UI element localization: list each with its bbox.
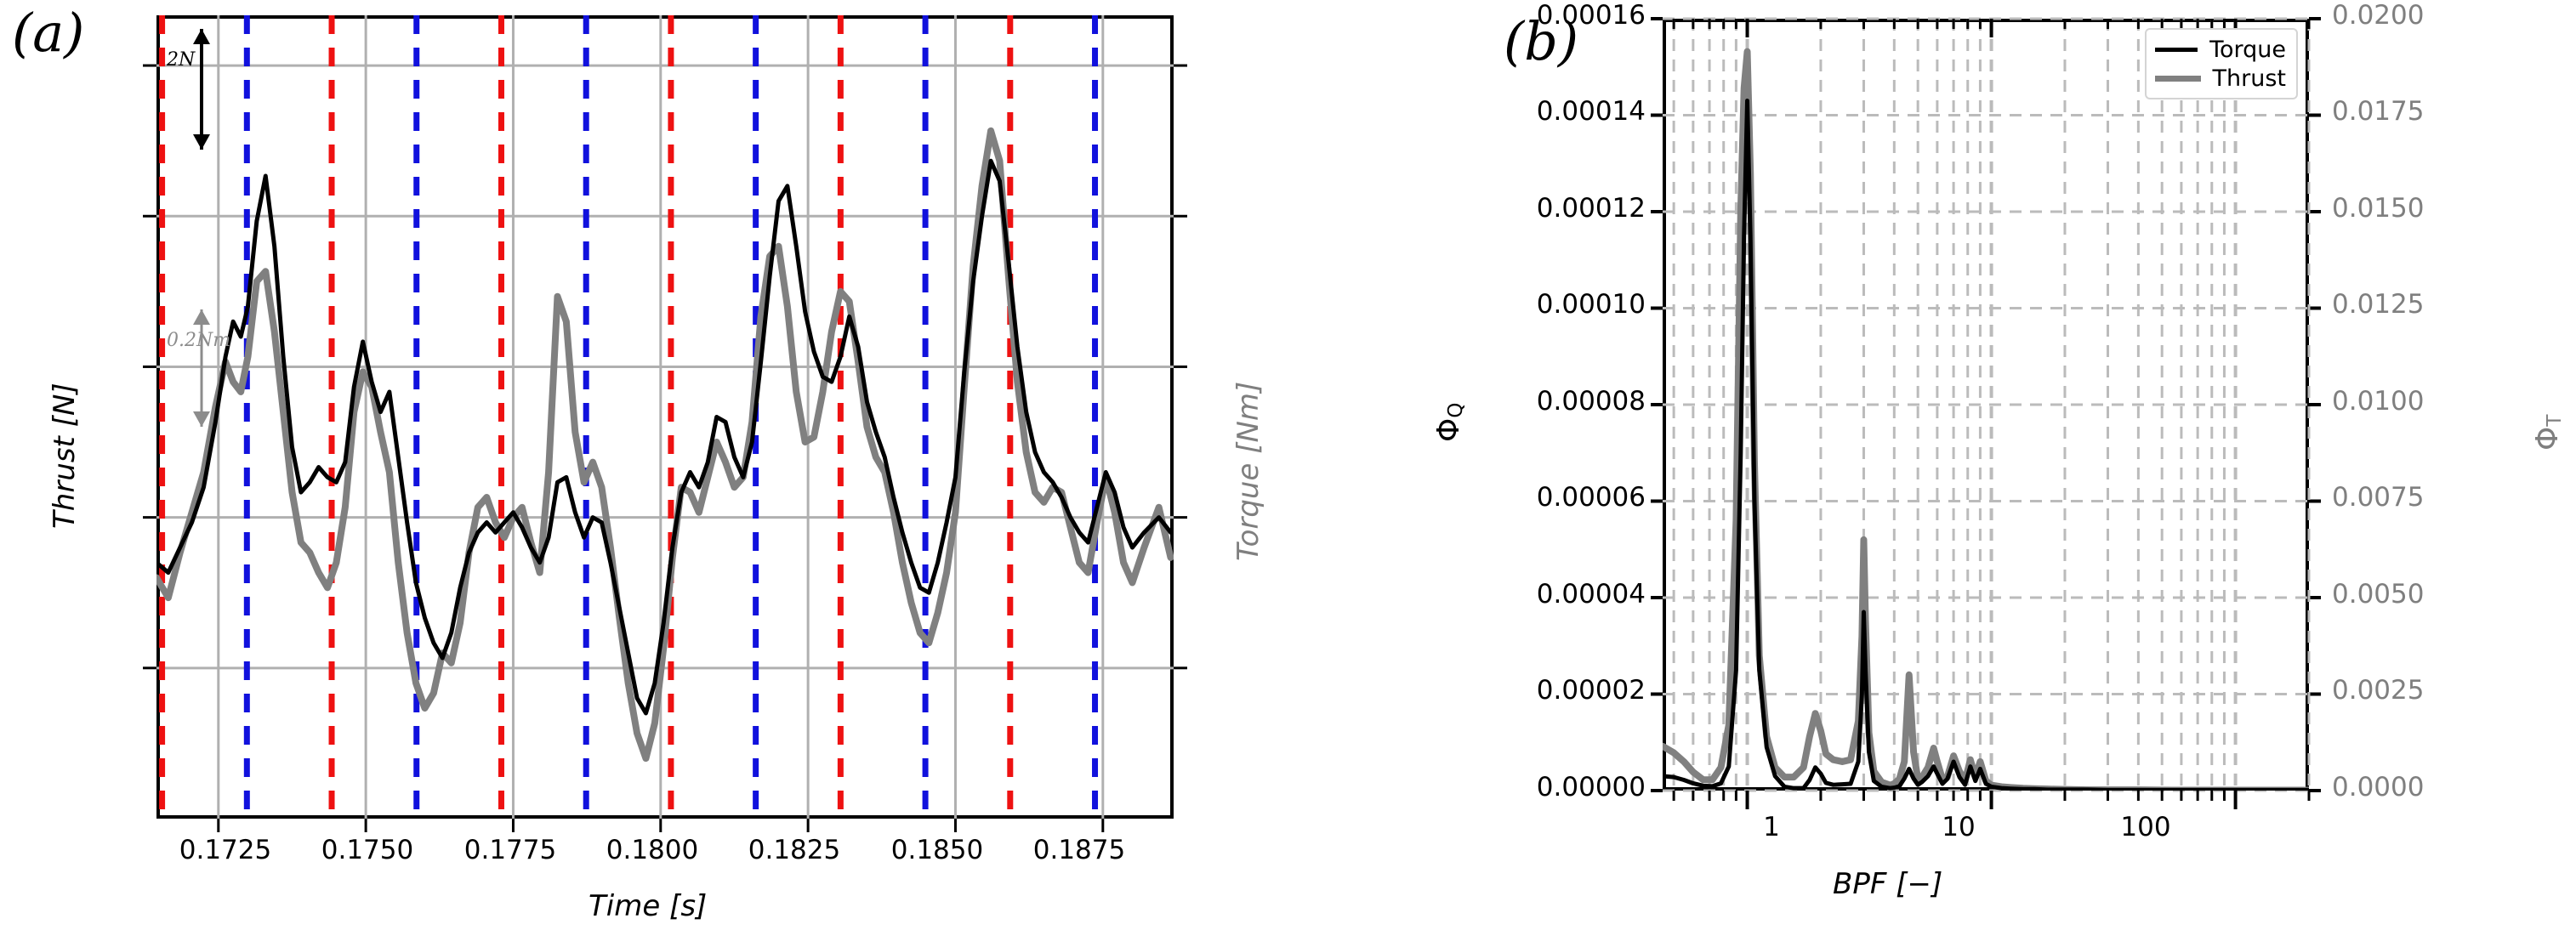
legend-label-thrust: Thrust <box>2212 65 2286 92</box>
panel-b-ytick-right-3: 0.0075 <box>2332 482 2425 513</box>
panel-a-xtick-0: 0.1725 <box>179 835 272 865</box>
panel-a-axes <box>156 15 1174 819</box>
panel-b-letter: (b) <box>1504 10 1579 72</box>
phi-q-subscript: Q <box>1445 402 1468 418</box>
panel-a-xtick-6: 0.1875 <box>1032 835 1126 865</box>
panel-b-ytick-right-6: 0.0150 <box>2332 193 2425 224</box>
legend-label-torque: Torque <box>2209 36 2286 63</box>
panel-a-scalebar-torque-label: 0.2Nm <box>167 330 231 351</box>
panel-a: (a) Thrust [N] Torque [Nm] Time [s] 0.17… <box>0 0 1276 947</box>
panel-b-ytick-left-5: 0.00010 <box>1536 289 1646 320</box>
panel-b-xtick-2: 100 <box>2120 812 2171 842</box>
panel-b-ylabel-right: ΦT <box>2530 415 2566 451</box>
panel-b-xtick-0: 1 <box>1763 812 1780 842</box>
panel-b-ytick-right-0: 0.0000 <box>2332 772 2425 802</box>
panel-b-ytick-left-7: 0.00014 <box>1536 96 1646 127</box>
panel-b-ytick-right-4: 0.0100 <box>2332 386 2425 417</box>
phi-t-symbol: Φ <box>2530 426 2565 451</box>
panel-b-ytick-left-4: 0.00008 <box>1536 386 1646 417</box>
panel-a-xlabel: Time [s] <box>589 889 708 923</box>
panel-b-ytick-right-8: 0.0200 <box>2332 0 2425 31</box>
panel-a-xtick-4: 0.1825 <box>748 835 841 865</box>
panel-b-ytick-left-3: 0.00006 <box>1536 482 1646 513</box>
phi-t-subscript: T <box>2544 414 2567 427</box>
legend-item-torque: Torque <box>2155 35 2286 64</box>
panel-a-xtick-3: 0.1800 <box>606 835 699 865</box>
panel-b-xtick-1: 10 <box>1942 812 1976 842</box>
panel-a-ylabel-left: Thrust [N] <box>48 383 82 529</box>
legend-line-icon-torque <box>2155 47 2198 52</box>
panel-a-scalebar-thrust-label: 2N <box>167 49 196 71</box>
panel-b-ytick-right-5: 0.0125 <box>2332 289 2425 320</box>
legend-line-icon-thrust <box>2155 75 2201 82</box>
panel-b-ytick-left-6: 0.00012 <box>1536 193 1646 224</box>
panel-a-letter: (a) <box>12 2 85 64</box>
panel-b-ytick-right-7: 0.0175 <box>2332 96 2425 127</box>
panel-b: (b) 0.00000 0.00002 0.00004 0.00006 0.00… <box>1276 0 2576 947</box>
panel-a-xtick-5: 0.1850 <box>890 835 984 865</box>
panel-b-canvas <box>1651 17 2321 809</box>
panel-b-legend: Torque Thrust <box>2145 28 2298 99</box>
panel-b-xlabel: BPF [−] <box>1833 867 1943 901</box>
panel-b-ytick-left-2: 0.00004 <box>1536 579 1646 610</box>
phi-q-symbol: Φ <box>1431 417 1466 442</box>
panel-b-ytick-left-8: 0.00016 <box>1536 0 1646 31</box>
panel-b-ytick-left-0: 0.00000 <box>1536 772 1646 802</box>
panel-b-ytick-right-2: 0.0050 <box>2332 579 2425 610</box>
panel-b-ytick-right-1: 0.0025 <box>2332 675 2425 706</box>
panel-b-ylabel-left: ΦQ <box>1431 403 1467 442</box>
panel-a-ylabel-right: Torque [Nm] <box>1231 381 1265 561</box>
legend-item-thrust: Thrust <box>2155 64 2286 93</box>
panel-a-xtick-1: 0.1750 <box>321 835 414 865</box>
panel-a-xtick-2: 0.1775 <box>463 835 557 865</box>
panel-b-ytick-left-1: 0.00002 <box>1536 675 1646 706</box>
